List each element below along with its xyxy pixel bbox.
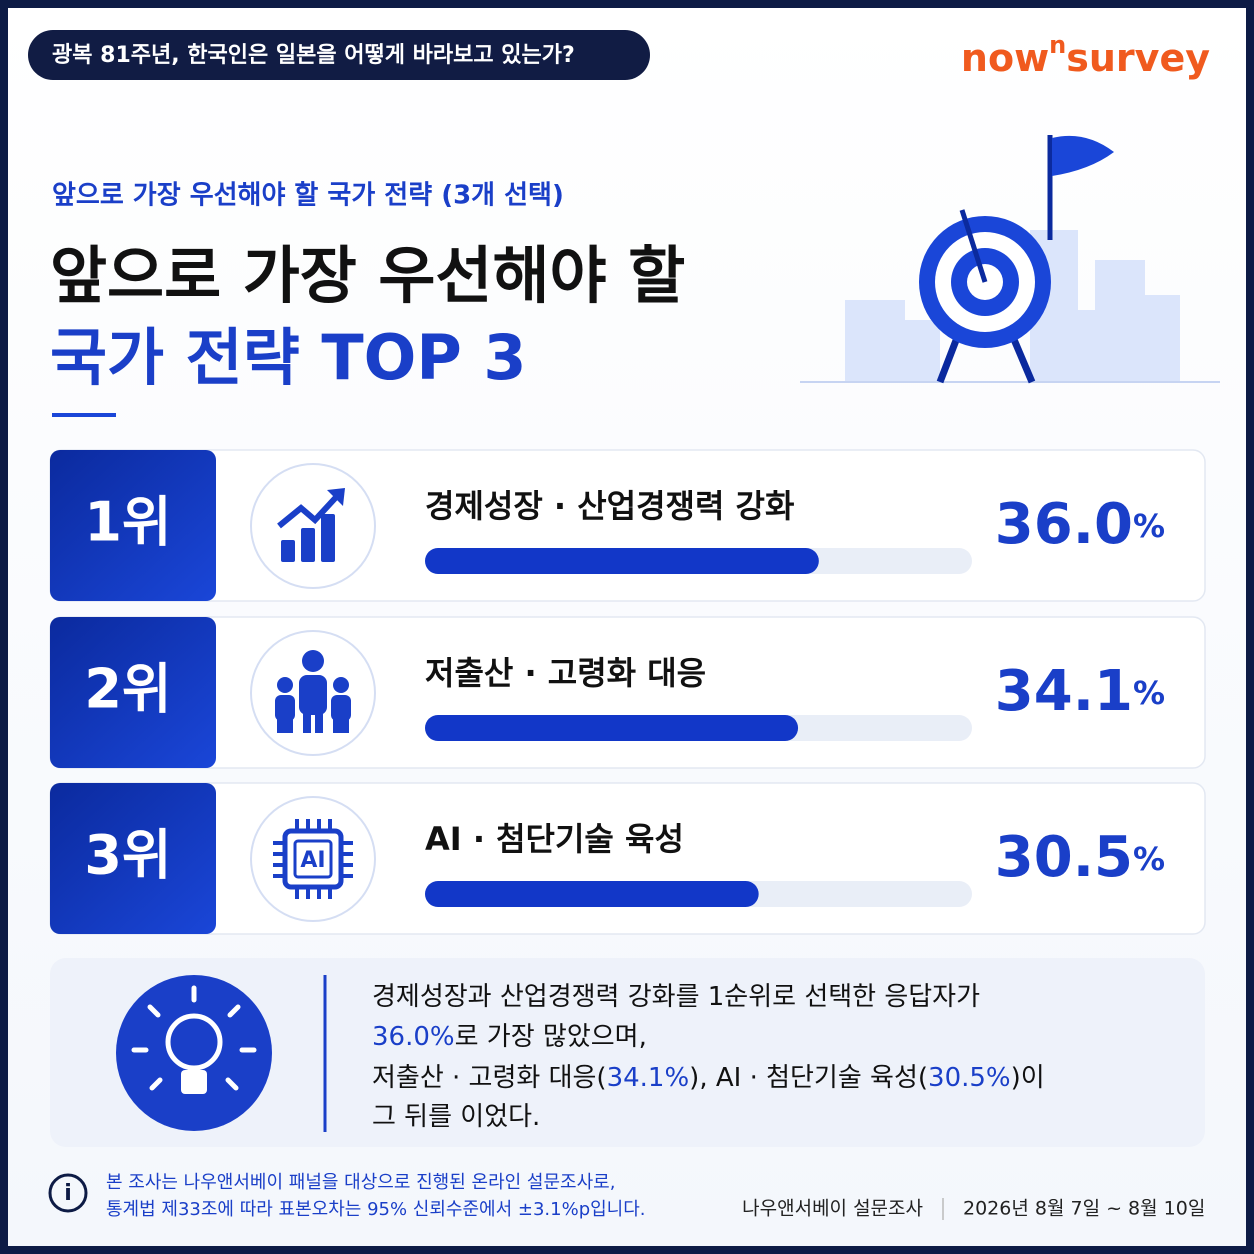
item-icon	[277, 488, 345, 562]
footer-note: 본 조사는 나우앤서베이 패널을 대상으로 진행된 온라인 설문조사로,	[106, 1172, 615, 1193]
value-number: 30.5	[995, 825, 1133, 890]
icon-ring	[250, 796, 376, 922]
rank-label: 1위	[84, 491, 171, 554]
rank-label: 3위	[84, 824, 171, 887]
logo-part: now	[961, 36, 1049, 80]
icon-part	[299, 675, 327, 715]
value-number: 34.1	[995, 659, 1133, 724]
item-label: 저출산 · 고령화 대응	[425, 654, 706, 692]
summary-segment: 경제성장과 산업경쟁력 강화를 1순위로 선택한 응답자가	[372, 982, 980, 1012]
footer-source: 나우앤서베이 설문조사	[742, 1198, 923, 1220]
item-icon: AI	[273, 819, 353, 899]
icon-part	[282, 828, 344, 890]
bar	[425, 548, 819, 574]
value-label: 30.5%	[995, 825, 1165, 890]
logo: nownsurvey	[961, 31, 1210, 80]
bulb-icon	[116, 975, 272, 1131]
icon-part	[275, 695, 295, 721]
summary-box	[50, 958, 1205, 1147]
rank-box	[50, 783, 216, 934]
rank-label: 2위	[84, 658, 171, 721]
value-label: 36.0%	[995, 492, 1165, 557]
summary-segment: 로 가장 많았으며,	[455, 1022, 647, 1052]
icon-part	[277, 491, 342, 529]
rank-box	[50, 450, 216, 601]
summary-segment: 36.0%	[372, 1022, 455, 1052]
value-unit: %	[1133, 507, 1165, 545]
summary-segment: ), AI · 첨단기술 육성(	[689, 1063, 928, 1093]
logo-part: n	[1049, 31, 1066, 59]
summary-line: 그 뒤를 이었다.	[372, 1102, 540, 1132]
icon-ring	[250, 463, 376, 589]
bar	[425, 881, 759, 907]
value-label: 34.1%	[995, 659, 1165, 724]
icon-part	[331, 695, 351, 721]
icon-part	[293, 839, 333, 879]
bar	[425, 715, 799, 741]
info-icon: i	[64, 1181, 72, 1206]
summary-line: 36.0%로 가장 많았으며,	[372, 1022, 647, 1052]
target-illustration	[800, 135, 1220, 384]
icon-part	[333, 677, 349, 693]
icon-part	[327, 488, 345, 506]
icon-part	[277, 677, 293, 693]
item-icon	[275, 650, 351, 733]
summary-segment: 34.1%	[607, 1063, 690, 1093]
item-label: 경제성장 · 산업경쟁력 강화	[425, 487, 794, 525]
badge-text: 광복 81주년, 한국인은 일본을 어떻게 바라보고 있는가?	[52, 43, 575, 68]
icon-part	[321, 514, 335, 562]
footer-note: 통계법 제33조에 따라 표본오차는 95% 신뢰수준에서 ±3.1%p입니다.	[106, 1199, 646, 1220]
title-line: 국가 전략 TOP 3	[50, 321, 527, 394]
icon-part	[302, 650, 324, 672]
summary-segment: 저출산 · 고령화 대응(	[372, 1063, 607, 1093]
title-line: 앞으로 가장 우선해야 할	[50, 239, 685, 312]
summary-line: 경제성장과 산업경쟁력 강화를 1순위로 선택한 응답자가	[372, 982, 980, 1012]
icon-part	[277, 717, 293, 733]
value-number: 36.0	[995, 492, 1133, 557]
badge-bg	[28, 30, 650, 80]
summary-segment: 그 뒤를 이었다.	[372, 1102, 540, 1132]
icon-part	[301, 528, 315, 562]
value-unit: %	[1133, 674, 1165, 712]
icon-part	[333, 717, 349, 733]
icon-part	[315, 711, 323, 733]
summary-segment: 30.5%	[928, 1063, 1011, 1093]
rank-box	[50, 617, 216, 768]
summary-segment: )이	[1011, 1063, 1045, 1093]
icon-part: AI	[300, 848, 325, 873]
footer-date: 2026년 8월 7일 ~ 8월 10일	[963, 1198, 1205, 1220]
info-circle	[48, 1173, 88, 1213]
icon-part	[273, 819, 353, 899]
value-unit: %	[1133, 840, 1165, 878]
summary-line: 저출산 · 고령화 대응(34.1%), AI · 첨단기술 육성(30.5%)…	[372, 1063, 1045, 1093]
icon-part	[303, 711, 311, 733]
subtitle: 앞으로 가장 우선해야 할 국가 전략 (3개 선택)	[52, 181, 564, 211]
item-label: AI · 첨단기술 육성	[425, 820, 684, 858]
logo-part: survey	[1066, 36, 1210, 80]
icon-part	[281, 540, 295, 562]
